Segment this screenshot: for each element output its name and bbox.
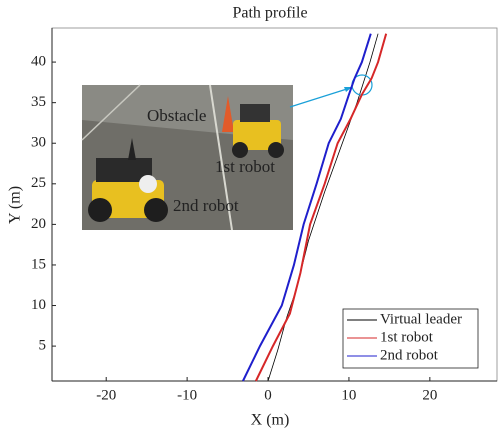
y-tick-label: 15 [31,256,46,272]
x-axis-label: X (m) [251,412,290,429]
x-tick-label: 20 [422,387,437,403]
chart: Path profile X (m) Y (m) Obstacle 1st ro… [0,0,498,431]
legend-label: 1st robot [380,329,434,345]
y-tick-label: 40 [31,54,46,70]
y-axis-label: Y (m) [7,186,24,224]
x-tick-label: 10 [341,387,356,403]
y-tick-label: 25 [31,175,46,191]
legend-label: 2nd robot [380,347,439,363]
y-tick-label: 35 [31,94,46,110]
y-tick-label: 5 [39,338,47,354]
y-tick-label: 30 [31,135,46,151]
x-tick-label: -10 [177,387,197,403]
pointer-arrow [290,88,350,107]
x-tick-label: 0 [264,387,272,403]
y-tick-label: 10 [31,297,46,313]
y-tick-label: 20 [31,216,46,232]
x-tick-label: -20 [96,387,116,403]
photo-label: 1st robot [215,157,275,176]
chart-title: Path profile [232,5,307,22]
legend-label: Virtual leader [380,311,462,327]
photo-label: Obstacle [147,106,206,125]
photo-label: 2nd robot [173,196,239,215]
